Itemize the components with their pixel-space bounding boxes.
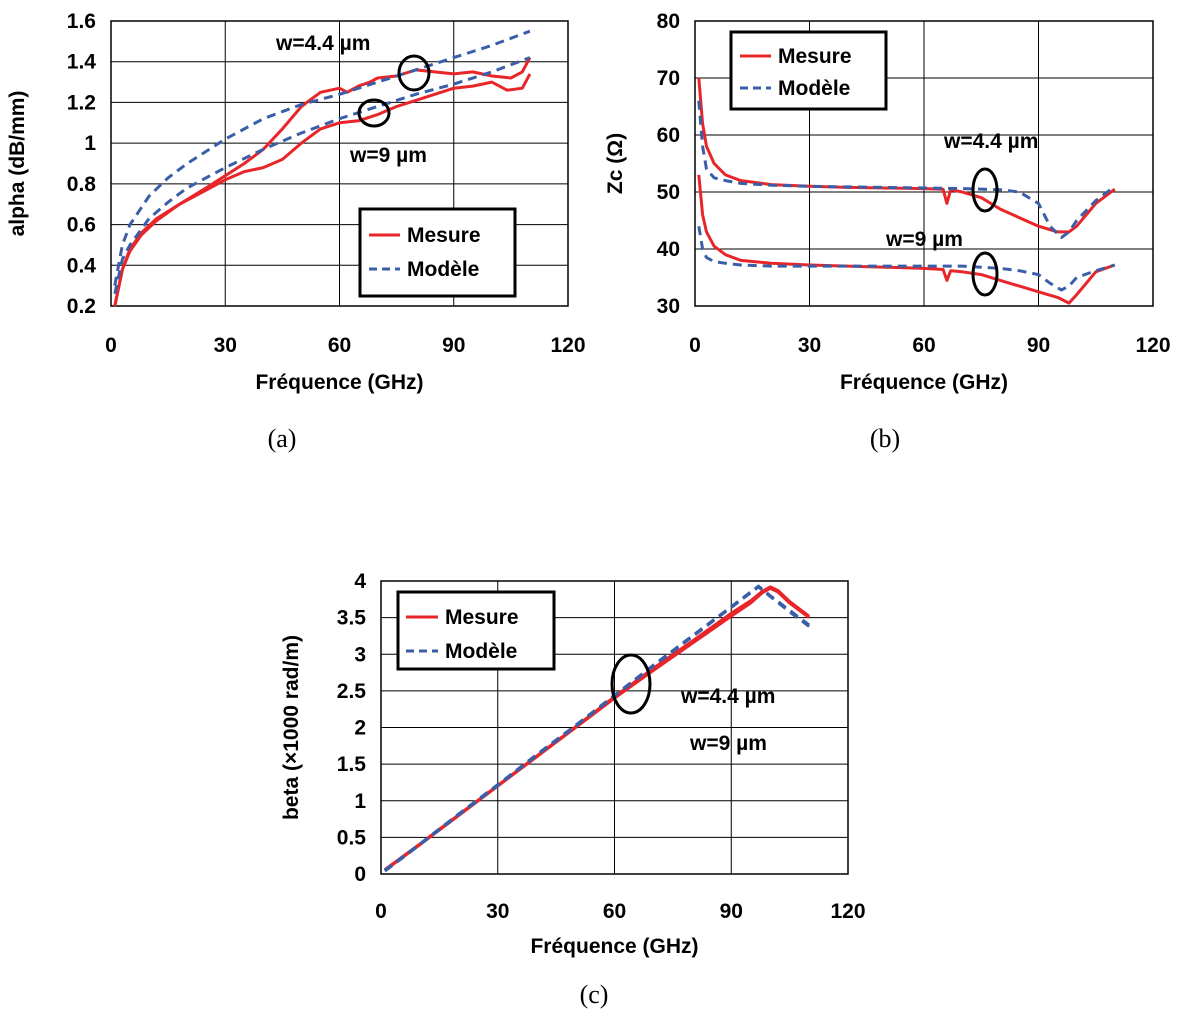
legend: Mesure Modèle <box>358 207 517 298</box>
y-tick-label-4: 1 <box>84 132 96 155</box>
tick-labels: 0 30 60 90 120 0 0.5 1 1.5 2 2.5 3 3.5 4 <box>337 570 866 923</box>
annotation-w44: w=4.4 µm <box>275 32 370 55</box>
x-tick-label-4: 120 <box>550 334 585 357</box>
x-axis-label: Fréquence (GHz) <box>840 371 1008 394</box>
y-tick-label-4: 2 <box>354 717 366 740</box>
annotation-circle-w44 <box>971 167 999 213</box>
y-tick-label-5: 2.5 <box>337 680 367 703</box>
series-modele-line-2 <box>697 100 1116 240</box>
annotation-circle <box>610 653 652 715</box>
x-tick-label-2: 60 <box>912 334 935 357</box>
series-mesure-line-1 <box>697 174 1116 305</box>
x-tick-label-3: 90 <box>1027 334 1050 357</box>
legend: Mesure Modèle <box>396 590 556 671</box>
panel-caption: (a) <box>268 424 297 453</box>
legend-box <box>358 207 517 298</box>
y-tick-label-1: 0.4 <box>67 254 97 277</box>
y-tick-label-7: 3.5 <box>337 607 367 630</box>
y-tick-label-3: 60 <box>657 124 680 147</box>
annotation-w44: w=4.4 µm <box>680 685 775 708</box>
annotations: w=4.4 µm w=9 µm <box>275 32 431 167</box>
annotation-w9: w=9 µm <box>885 228 963 251</box>
panel-caption: (c) <box>580 980 609 1009</box>
chart-panel-b: 0 30 60 90 120 30 40 50 60 70 80 Fréquence (GHz) Z… <box>604 10 1171 453</box>
x-tick-label-2: 60 <box>328 334 351 357</box>
series-layer <box>113 29 532 307</box>
y-tick-label-1: 0.5 <box>337 826 367 849</box>
x-axis-label: Fréquence (GHz) <box>255 371 423 394</box>
y-tick-label-0: 0 <box>354 863 366 886</box>
series-modele-line-2 <box>113 29 531 286</box>
annotations: w=4.4 µm w=9 µm <box>885 130 1038 297</box>
x-tick-label-0: 0 <box>689 334 701 357</box>
legend-label-mesure: Mesure <box>778 45 852 68</box>
legend-label-modele: Modèle <box>407 258 479 281</box>
x-tick-label-0: 0 <box>105 334 117 357</box>
y-tick-label-3: 0.8 <box>67 173 97 196</box>
legend-box <box>729 30 888 111</box>
annotation-w9: w=9 µm <box>349 144 427 167</box>
y-axis-label: alpha (dB/mm) <box>6 91 29 237</box>
plot-frame <box>694 20 1154 307</box>
legend: Mesure Modèle <box>729 30 888 111</box>
series-layer <box>697 77 1116 305</box>
annotation-circle-w44 <box>397 54 431 92</box>
x-tick-label-4: 120 <box>830 900 865 923</box>
annotations: w=4.4 µm w=9 µm <box>610 653 775 755</box>
annotation-circle-w9 <box>357 98 391 128</box>
x-tick-label-0: 0 <box>375 900 387 923</box>
y-tick-label-6: 1.4 <box>67 51 97 74</box>
y-tick-label-2: 1 <box>354 790 366 813</box>
series-modele-line-3 <box>113 56 531 295</box>
x-tick-label-1: 30 <box>798 334 821 357</box>
y-tick-label-1: 40 <box>657 238 680 261</box>
plot-frame <box>380 580 849 875</box>
tick-labels: 0 30 60 90 120 30 40 50 60 70 80 <box>657 10 1171 357</box>
legend-label-mesure: Mesure <box>407 224 481 247</box>
x-axis-label: Fréquence (GHz) <box>530 935 698 958</box>
y-tick-label-0: 0.2 <box>67 295 96 318</box>
y-tick-label-3: 1.5 <box>337 753 367 776</box>
y-tick-label-5: 80 <box>657 10 680 33</box>
x-tick-label-3: 90 <box>720 900 743 923</box>
x-tick-label-2: 60 <box>603 900 626 923</box>
series-mesure-line-1 <box>113 73 532 307</box>
panel-caption: (b) <box>870 424 900 453</box>
legend-box <box>396 590 556 671</box>
series-mesure-line-0 <box>697 77 1116 234</box>
y-axis-label: Zc (Ω) <box>604 133 627 194</box>
legend-label-mesure: Mesure <box>445 606 519 629</box>
plot-frame <box>110 20 569 307</box>
annotation-w44: w=4.4 µm <box>943 130 1038 153</box>
y-tick-label-0: 30 <box>657 295 680 318</box>
x-tick-label-1: 30 <box>486 900 509 923</box>
y-tick-label-7: 1.6 <box>67 10 96 33</box>
y-tick-label-2: 50 <box>657 181 680 204</box>
chart-panel-a: 0 30 60 90 120 0.2 0.4 0.6 0.8 1 1.2 1.4 1.6 Fréquen… <box>6 10 586 453</box>
series-layer <box>383 584 811 873</box>
annotation-circle-w9 <box>971 251 999 297</box>
y-tick-label-4: 70 <box>657 67 680 90</box>
y-tick-label-2: 0.6 <box>67 214 96 237</box>
legend-label-modele: Modèle <box>778 77 850 100</box>
y-tick-label-8: 4 <box>354 570 366 593</box>
y-tick-label-5: 1.2 <box>67 91 96 114</box>
x-tick-label-1: 30 <box>214 334 237 357</box>
series-modele-line-3 <box>383 585 810 873</box>
tick-labels: 0 30 60 90 120 0.2 0.4 0.6 0.8 1 1.2 1.4 1.6 <box>67 10 586 357</box>
y-tick-label-6: 3 <box>354 643 366 666</box>
annotation-w9: w=9 µm <box>689 732 767 755</box>
y-axis-label: beta (×1000 rad/m) <box>280 635 303 820</box>
x-tick-label-3: 90 <box>442 334 465 357</box>
x-tick-label-4: 120 <box>1135 334 1170 357</box>
legend-label-modele: Modèle <box>445 640 517 663</box>
chart-panel-c: 0 30 60 90 120 0 0.5 1 1.5 2 2.5 3 3.5 4 Fréquence (G… <box>280 570 866 1009</box>
